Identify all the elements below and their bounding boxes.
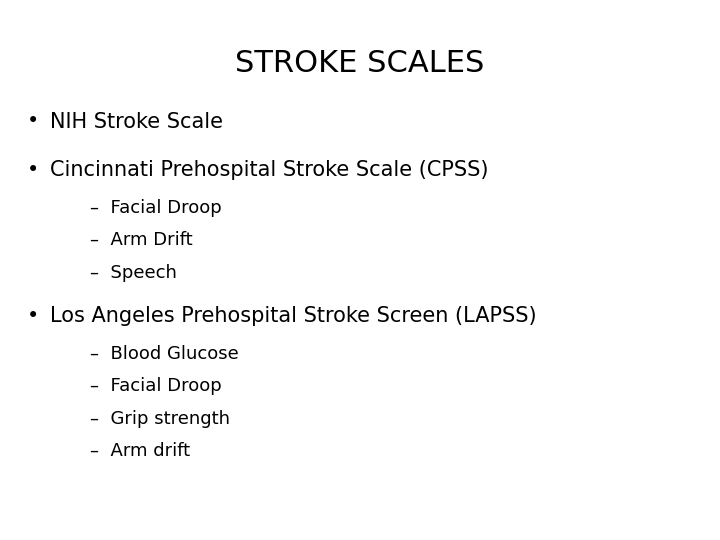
Text: Cincinnati Prehospital Stroke Scale (CPSS): Cincinnati Prehospital Stroke Scale (CPS… bbox=[50, 160, 489, 180]
Text: •: • bbox=[27, 160, 40, 180]
Text: –  Arm Drift: – Arm Drift bbox=[90, 231, 193, 249]
Text: •: • bbox=[27, 111, 40, 132]
Text: –  Speech: – Speech bbox=[90, 264, 177, 282]
Text: –  Arm drift: – Arm drift bbox=[90, 442, 190, 460]
Text: –  Grip strength: – Grip strength bbox=[90, 409, 230, 428]
Text: STROKE SCALES: STROKE SCALES bbox=[235, 49, 485, 78]
Text: •: • bbox=[27, 306, 40, 326]
Text: –  Facial Droop: – Facial Droop bbox=[90, 377, 222, 395]
Text: –  Facial Droop: – Facial Droop bbox=[90, 199, 222, 217]
Text: Los Angeles Prehospital Stroke Screen (LAPSS): Los Angeles Prehospital Stroke Screen (L… bbox=[50, 306, 537, 326]
Text: NIH Stroke Scale: NIH Stroke Scale bbox=[50, 111, 223, 132]
Text: –  Blood Glucose: – Blood Glucose bbox=[90, 345, 239, 363]
